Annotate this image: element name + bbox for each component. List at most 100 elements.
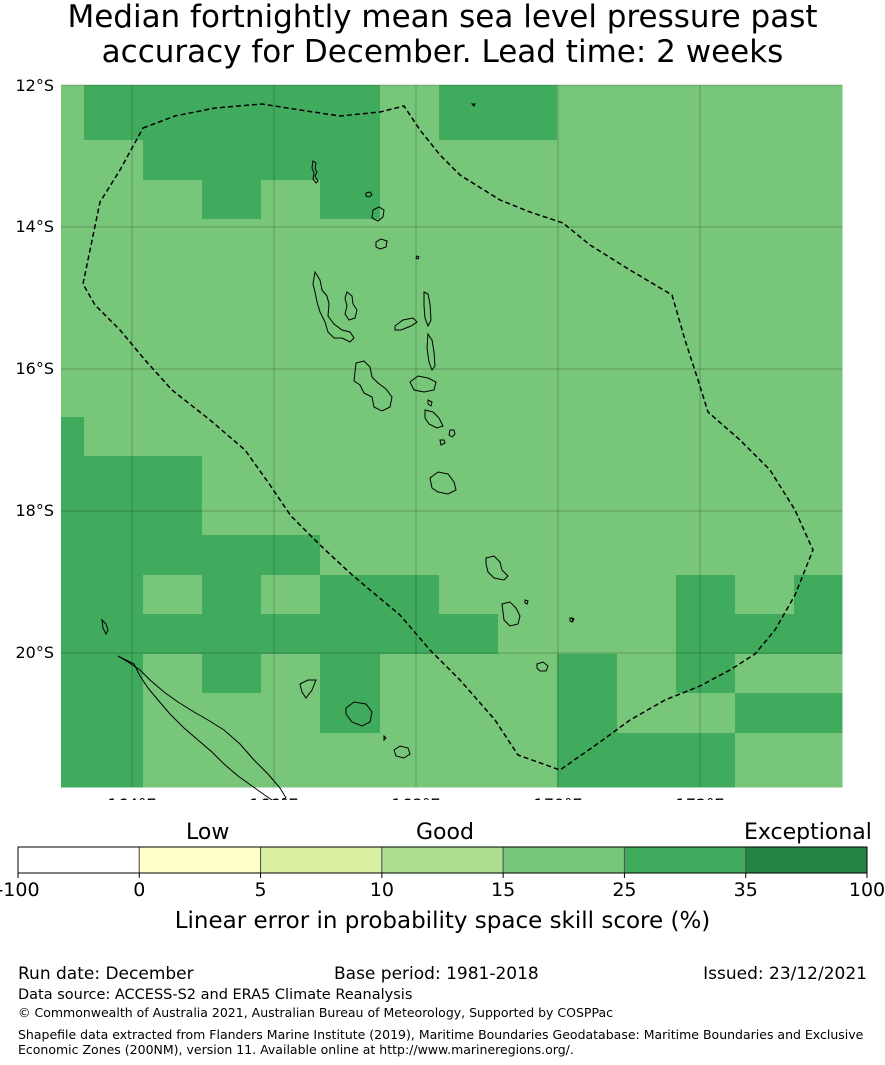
grid-cell <box>557 772 618 788</box>
grid-cell <box>794 85 843 102</box>
grid-cell <box>320 654 381 694</box>
grid-cell <box>735 180 795 220</box>
coast-tanna <box>501 601 521 627</box>
grid-cell <box>143 259 203 299</box>
grid-cell <box>61 85 85 102</box>
lat-label-20s: 20°S <box>15 643 54 662</box>
grid-cell <box>261 733 321 773</box>
grid-cell <box>676 733 736 773</box>
grid-cell <box>380 496 440 536</box>
grid-cell <box>202 772 262 788</box>
grid-cell <box>439 259 499 299</box>
grid-cell <box>380 693 440 734</box>
grid-cell <box>617 614 677 655</box>
grid-cell <box>557 259 618 299</box>
grid-cell <box>84 575 144 615</box>
grid-cell <box>617 456 677 497</box>
eez-boundary <box>82 103 814 771</box>
grid-cell <box>143 693 203 734</box>
grid-cell <box>557 614 618 655</box>
grid-cell <box>61 101 85 141</box>
grid-cell <box>84 101 144 141</box>
grid-cell <box>735 614 795 655</box>
grid-cell <box>202 140 262 181</box>
grid-cell <box>498 140 558 181</box>
grid-cell <box>143 772 203 788</box>
grid-cell <box>143 456 203 497</box>
grid-cell <box>202 456 262 497</box>
run-date: Run date: December <box>18 964 194 984</box>
grid-cell <box>61 654 85 694</box>
grid-cell <box>61 733 85 773</box>
colorbar-bin <box>138 846 262 874</box>
grid-cell <box>794 298 843 339</box>
grid-cell <box>84 298 144 339</box>
grid-cell <box>320 496 381 536</box>
grid-cell <box>735 298 795 339</box>
grid-cell <box>735 259 795 299</box>
coast-torres-islands <box>311 160 319 184</box>
grid-cell <box>617 101 677 141</box>
grid-cell <box>676 456 736 497</box>
grid-cell <box>439 298 499 339</box>
grid-cell <box>794 693 843 734</box>
grid-cell <box>557 298 618 339</box>
chart-title-line-2: accuracy for December. Lead time: 2 week… <box>101 34 784 70</box>
lat-label-18s: 18°S <box>15 501 54 520</box>
grid-cell <box>735 535 795 576</box>
grid-cell <box>143 417 203 457</box>
coast-epi <box>424 409 444 429</box>
coast-paama <box>427 399 433 407</box>
lat-label-12s: 12°S <box>15 76 54 95</box>
grid-cell <box>439 101 499 141</box>
colorbar-bin <box>745 846 868 874</box>
grid-cell <box>617 219 677 260</box>
grid-cell <box>143 140 203 181</box>
coast-belep <box>101 618 109 636</box>
grid-cell <box>261 219 321 260</box>
grid-cell <box>617 85 677 102</box>
grid-cell <box>61 140 85 181</box>
grid-cell <box>498 496 558 536</box>
grid-cell <box>557 377 618 418</box>
grid-cell <box>617 535 677 576</box>
colorbar-tick-label: 10 <box>370 879 394 900</box>
lon-label-172e: 172°E <box>676 795 725 800</box>
grid-cell <box>261 575 321 615</box>
grid-cell <box>735 140 795 181</box>
grid-cell <box>320 338 381 378</box>
grid-cell <box>202 338 262 378</box>
grid-cell <box>380 614 440 655</box>
grid-cell <box>61 377 85 418</box>
grid-cell <box>498 298 558 339</box>
colorbar-bin <box>623 846 747 874</box>
grid-cell <box>380 456 440 497</box>
grid-cell <box>617 298 677 339</box>
colorbar-tick-label: -100 <box>0 879 40 900</box>
grid-cell <box>261 101 321 141</box>
coast-pentecost <box>426 332 436 372</box>
grid-cell <box>735 417 795 457</box>
grid-cell <box>202 496 262 536</box>
grid-cell <box>617 377 677 418</box>
base-period: Base period: 1981-2018 <box>334 964 539 984</box>
coast-matthew <box>571 617 575 623</box>
grid-cell <box>557 101 618 141</box>
grid-cell <box>380 101 440 141</box>
grid-cell <box>676 377 736 418</box>
coast-malekula <box>353 360 393 412</box>
grid-cell <box>676 259 736 299</box>
grid-cell <box>143 180 203 220</box>
grid-cell <box>84 377 144 418</box>
grid-cell <box>143 377 203 418</box>
grid-cell <box>676 298 736 339</box>
colorbar-frame <box>17 846 868 874</box>
grid-cell <box>439 654 499 694</box>
grid-cell <box>320 140 381 181</box>
grid-cell <box>794 259 843 299</box>
grid-cell <box>439 693 499 734</box>
grid-cell <box>320 535 381 576</box>
grid-cell <box>794 614 843 655</box>
grid-cell <box>557 180 618 220</box>
grid-cell <box>320 733 381 773</box>
